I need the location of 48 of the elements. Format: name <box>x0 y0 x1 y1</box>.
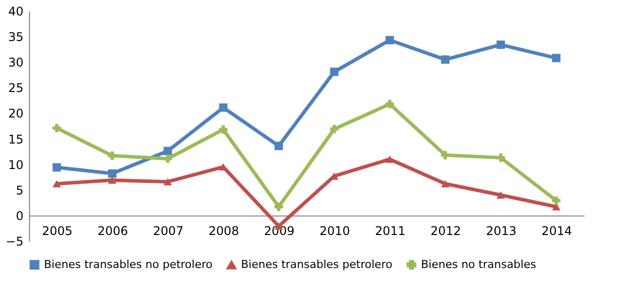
point <box>552 196 560 205</box>
y-tick-label: −5 <box>6 234 24 248</box>
point <box>330 68 338 76</box>
point <box>108 151 116 160</box>
y-tick-label: 30 <box>8 56 24 70</box>
point <box>219 103 228 112</box>
point <box>274 142 283 150</box>
point <box>274 202 283 211</box>
point <box>52 180 61 188</box>
point <box>386 36 394 44</box>
point <box>164 146 172 156</box>
y-tick-label: 10 <box>8 158 24 172</box>
x-tick-label: 2012 <box>430 224 462 238</box>
point <box>441 150 450 160</box>
point <box>386 156 394 163</box>
y-tick-label: 40 <box>8 4 24 18</box>
point <box>496 191 505 199</box>
x-tick-label: 2008 <box>208 224 240 238</box>
point <box>330 124 338 134</box>
point <box>496 40 505 49</box>
x-tick-label: 2013 <box>486 224 517 238</box>
y-tick-label: 25 <box>8 81 24 96</box>
legend-label: Bienes transables petrolero <box>241 258 393 272</box>
x-tick-label: 2014 <box>541 224 572 238</box>
point <box>441 180 450 188</box>
point <box>108 169 116 178</box>
x-tick-label: 2005 <box>42 224 73 238</box>
point <box>496 154 505 162</box>
point <box>164 178 172 186</box>
point <box>219 125 228 134</box>
x-tick-label: 2010 <box>319 224 350 238</box>
x-tick-label: 2006 <box>97 224 128 238</box>
y-tick-label: 0 <box>16 208 24 223</box>
point <box>441 55 450 64</box>
legend-label: Bienes transables no petrolero <box>44 258 213 271</box>
y-tick-label: 15 <box>8 132 24 146</box>
point <box>386 100 394 108</box>
point <box>52 124 61 132</box>
y-tick-label: 5 <box>16 183 24 198</box>
x-tick-label: 2011 <box>374 224 406 238</box>
legend-label: Bienes no transables <box>421 258 536 271</box>
y-tick-label: 35 <box>8 30 24 44</box>
point <box>108 176 116 184</box>
x-tick-label: 2007 <box>152 224 184 238</box>
y-tick-label: 20 <box>8 106 24 121</box>
point <box>52 163 61 172</box>
point <box>552 54 560 62</box>
point <box>164 154 172 163</box>
